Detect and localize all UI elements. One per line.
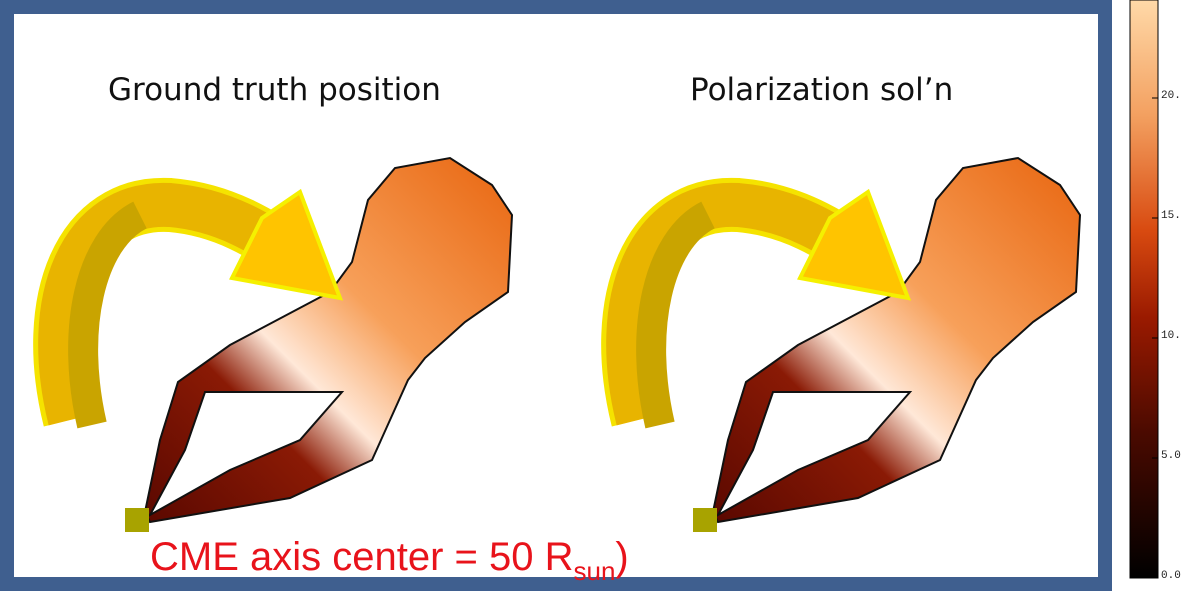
- colorbar-tick-label: 20.: [1161, 90, 1181, 102]
- colorbar-tick-label: 15.: [1161, 210, 1181, 222]
- colorbar-tick-label: 10.: [1161, 330, 1181, 342]
- colorbar-tick-label: 0.0: [1161, 570, 1181, 582]
- annotation-subscript: sun: [574, 556, 616, 586]
- annotation-suffix: ): [615, 535, 628, 579]
- panel-title: Ground truth position: [108, 72, 441, 108]
- colorbar-ticks: 20. 15. 10. 5.0 0.0: [1152, 90, 1181, 582]
- annotation: CME axis center = 50 Rsun): [150, 535, 629, 586]
- panel-title: Polarization sol’n: [690, 72, 953, 108]
- colorbar: [1129, 0, 1159, 579]
- annotation-text: CME axis center = 50 R: [150, 535, 574, 579]
- colorbar-tick-label: 5.0: [1161, 450, 1181, 462]
